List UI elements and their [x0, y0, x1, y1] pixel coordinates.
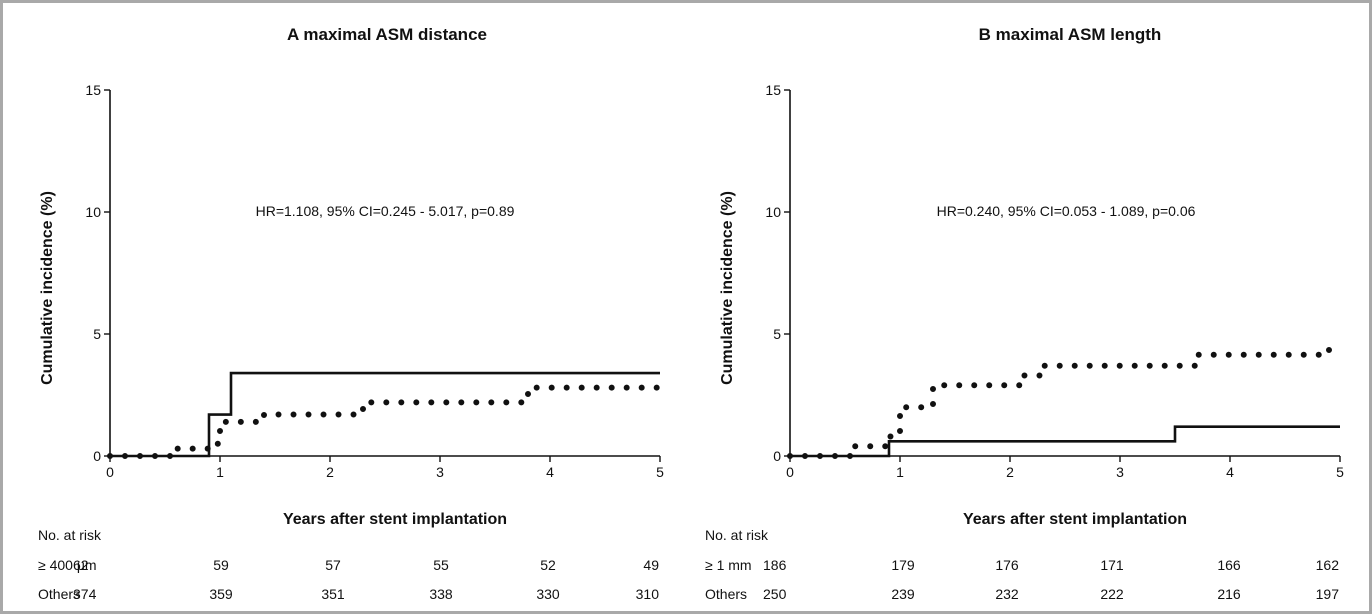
x-tick-label: 0 [786, 464, 794, 480]
risk-cell: 216 [1217, 586, 1241, 602]
risk-table-heading: No. at risk [38, 527, 102, 543]
x-axis-title: Years after stent implantation [963, 511, 1187, 528]
risk-cell: 57 [325, 557, 341, 573]
x-tick-label: 3 [1116, 464, 1124, 480]
risk-cell: 176 [995, 557, 1019, 573]
risk-row-label: ≥ 1 mm [705, 557, 752, 573]
x-tick-label: 2 [1006, 464, 1014, 480]
y-tick-label: 0 [93, 448, 101, 464]
y-tick-label: 15 [765, 82, 781, 98]
risk-cell: 239 [891, 586, 915, 602]
y-tick-label: 5 [93, 326, 101, 342]
x-axis-title: Years after stent implantation [283, 511, 507, 528]
risk-cell: 171 [1100, 557, 1124, 573]
hazard-ratio-annotation: HR=1.108, 95% CI=0.245 - 5.017, p=0.89 [256, 203, 515, 219]
risk-row-label: Others [705, 586, 747, 602]
risk-cell: 222 [1100, 586, 1124, 602]
risk-cell: 62 [73, 557, 89, 573]
risk-cell: 330 [536, 586, 560, 602]
risk-cell: 49 [643, 557, 659, 573]
risk-cell: 351 [321, 586, 345, 602]
x-tick-label: 3 [436, 464, 444, 480]
y-tick-label: 10 [85, 204, 101, 220]
risk-cell: 232 [995, 586, 1019, 602]
y-axis-title: Cumulative incidence (%) [719, 191, 736, 385]
x-tick-label: 2 [326, 464, 334, 480]
risk-cell: 59 [213, 557, 229, 573]
x-tick-label: 4 [546, 464, 554, 480]
risk-cell: 359 [209, 586, 233, 602]
y-tick-label: 10 [765, 204, 781, 220]
chart-title: B maximal ASM length [979, 25, 1162, 44]
y-tick-label: 0 [773, 448, 781, 464]
x-tick-label: 4 [1226, 464, 1234, 480]
risk-cell: 52 [540, 557, 556, 573]
series-dotted-line [107, 377, 663, 459]
risk-cell: 338 [429, 586, 453, 602]
chart-title: A maximal ASM distance [287, 25, 487, 44]
x-tick-label: 0 [106, 464, 114, 480]
risk-cell: 186 [763, 557, 787, 573]
risk-row-label: Others [38, 586, 80, 602]
risk-cell: 179 [891, 557, 915, 573]
x-tick-label: 1 [216, 464, 224, 480]
series-solid-line [790, 425, 1340, 458]
series-solid-line [110, 371, 660, 458]
y-axis-title: Cumulative incidence (%) [39, 191, 56, 385]
hazard-ratio-annotation: HR=0.240, 95% CI=0.053 - 1.089, p=0.06 [937, 203, 1196, 219]
series-dotted-line [787, 340, 1332, 459]
risk-cell: 250 [763, 586, 787, 602]
risk-cell: 197 [1316, 586, 1340, 602]
risk-cell: 162 [1316, 557, 1340, 573]
risk-cell: 374 [73, 586, 97, 602]
y-tick-label: 15 [85, 82, 101, 98]
risk-cell: 310 [636, 586, 660, 602]
x-tick-label: 5 [656, 464, 664, 480]
x-tick-label: 5 [1336, 464, 1344, 480]
risk-cell: 55 [433, 557, 449, 573]
risk-row-label: ≥ 400 μm [38, 557, 97, 573]
risk-table-heading: No. at risk [705, 527, 769, 543]
y-tick-label: 5 [773, 326, 781, 342]
risk-cell: 166 [1217, 557, 1241, 573]
x-tick-label: 1 [896, 464, 904, 480]
